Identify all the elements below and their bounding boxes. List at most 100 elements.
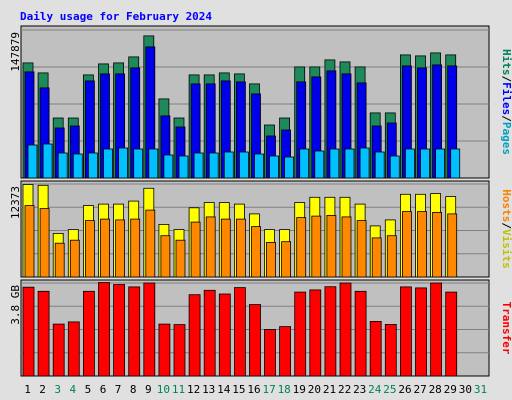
bar-pages-day-8 xyxy=(133,148,144,179)
panel-transfer: 3.8 GB Transfer xyxy=(9,279,512,377)
panel-max-label: 147879 xyxy=(9,32,22,72)
bar-hosts-day-23 xyxy=(356,220,367,278)
bar-transfer-day-1 xyxy=(22,286,35,377)
day-label-29: 29 xyxy=(444,383,457,396)
bar-hosts-day-6 xyxy=(100,218,110,278)
day-label-12: 12 xyxy=(187,383,200,396)
bar-hosts-day-21 xyxy=(326,214,337,278)
bar-transfer-day-9 xyxy=(143,282,156,377)
day-label-18: 18 xyxy=(278,383,291,396)
bar-transfer-day-8 xyxy=(128,286,141,377)
day-label-2: 2 xyxy=(39,383,46,396)
day-label-9: 9 xyxy=(145,383,152,396)
bar-hosts-day-16 xyxy=(251,226,261,278)
day-label-31: 31 xyxy=(474,383,487,396)
day-label-7: 7 xyxy=(115,383,122,396)
bar-transfer-day-25 xyxy=(384,323,397,377)
day-label-5: 5 xyxy=(85,383,92,396)
bar-pages-day-26 xyxy=(404,148,415,179)
bar-pages-day-13 xyxy=(208,152,219,179)
bar-transfer-day-26 xyxy=(399,286,412,377)
bar-pages-day-16 xyxy=(254,153,264,179)
bar-hosts-day-14 xyxy=(220,218,231,278)
chart-title: Daily usage for February 2024 xyxy=(20,10,212,23)
bar-transfer-day-4 xyxy=(67,321,80,377)
day-label-22: 22 xyxy=(338,383,351,396)
bar-pages-day-22 xyxy=(344,148,355,179)
bar-hosts-day-8 xyxy=(130,218,141,278)
bar-transfer-day-23 xyxy=(354,290,367,377)
bar-hosts-day-28 xyxy=(432,211,443,278)
bar-hosts-day-17 xyxy=(266,241,276,278)
day-label-1: 1 xyxy=(24,383,31,396)
bar-hosts-day-20 xyxy=(311,215,322,278)
day-label-8: 8 xyxy=(130,383,137,396)
bar-transfer-day-16 xyxy=(249,304,261,377)
bar-hosts-day-4 xyxy=(69,239,80,278)
bar-pages-day-27 xyxy=(420,148,430,179)
bar-transfer-day-29 xyxy=(445,291,458,377)
day-label-20: 20 xyxy=(308,383,321,396)
bar-pages-day-1 xyxy=(27,144,38,179)
bar-pages-day-2 xyxy=(42,143,53,179)
bar-hosts-day-15 xyxy=(235,218,246,278)
panel-max-label: 3.8 GB xyxy=(9,285,22,325)
bar-pages-day-24 xyxy=(374,151,385,179)
bar-transfer-day-11 xyxy=(173,324,186,377)
bar-hosts-day-12 xyxy=(190,221,201,278)
bar-hosts-day-24 xyxy=(371,237,382,278)
bar-transfer-day-6 xyxy=(98,282,110,377)
bar-transfer-day-15 xyxy=(233,287,246,377)
day-label-10: 10 xyxy=(157,383,170,396)
bar-pages-day-5 xyxy=(88,152,98,179)
bar-pages-day-28 xyxy=(435,148,446,179)
bar-transfer-day-7 xyxy=(113,284,125,377)
bar-transfer-day-13 xyxy=(203,289,216,377)
day-label-15: 15 xyxy=(232,383,245,396)
panel-max-label: 12373 xyxy=(9,186,22,219)
bar-transfer-day-14 xyxy=(218,293,231,377)
bar-transfer-day-24 xyxy=(369,320,382,377)
panel-hosts-visits: 12373 Hosts/Visits xyxy=(9,180,512,278)
day-label-14: 14 xyxy=(217,383,231,396)
bar-transfer-day-27 xyxy=(415,287,427,377)
day-label-6: 6 xyxy=(100,383,107,396)
bar-pages-day-17 xyxy=(269,155,279,179)
bar-transfer-day-19 xyxy=(294,291,307,377)
bar-pages-day-6 xyxy=(103,148,113,179)
bar-pages-day-18 xyxy=(284,156,295,179)
day-label-27: 27 xyxy=(413,383,426,396)
bar-hosts-day-10 xyxy=(160,235,171,278)
day-label-19: 19 xyxy=(293,383,306,396)
bar-hosts-day-1 xyxy=(24,205,35,278)
bar-pages-day-15 xyxy=(238,151,249,179)
bar-hosts-day-9 xyxy=(145,209,156,278)
bar-pages-day-9 xyxy=(148,148,159,179)
bar-hosts-day-25 xyxy=(386,235,397,278)
day-label-24: 24 xyxy=(368,383,382,396)
day-label-17: 17 xyxy=(262,383,275,396)
bar-hosts-day-3 xyxy=(54,242,65,278)
bar-pages-day-14 xyxy=(223,151,234,179)
day-label-13: 13 xyxy=(202,383,215,396)
bar-hosts-day-19 xyxy=(296,217,307,278)
bar-pages-day-21 xyxy=(329,148,340,179)
bar-hosts-day-11 xyxy=(175,239,186,278)
bar-pages-day-4 xyxy=(72,153,83,179)
bar-hosts-day-5 xyxy=(85,220,95,278)
bar-transfer-day-2 xyxy=(37,290,50,377)
bar-pages-day-3 xyxy=(57,152,68,179)
bar-hosts-day-22 xyxy=(341,216,352,278)
day-label-3: 3 xyxy=(54,383,61,396)
bar-pages-day-11 xyxy=(178,155,189,179)
bar-hosts-day-2 xyxy=(39,208,50,278)
panel-hits-files-pages: 147879 Hits/Files/Pages xyxy=(9,25,512,179)
day-label-26: 26 xyxy=(398,383,411,396)
day-label-11: 11 xyxy=(172,383,185,396)
bar-transfer-day-21 xyxy=(324,286,337,377)
day-label-4: 4 xyxy=(69,383,76,396)
bar-pages-day-25 xyxy=(389,155,400,179)
bar-transfer-day-17 xyxy=(264,329,276,377)
day-label-28: 28 xyxy=(429,383,442,396)
bar-transfer-day-18 xyxy=(279,326,292,377)
